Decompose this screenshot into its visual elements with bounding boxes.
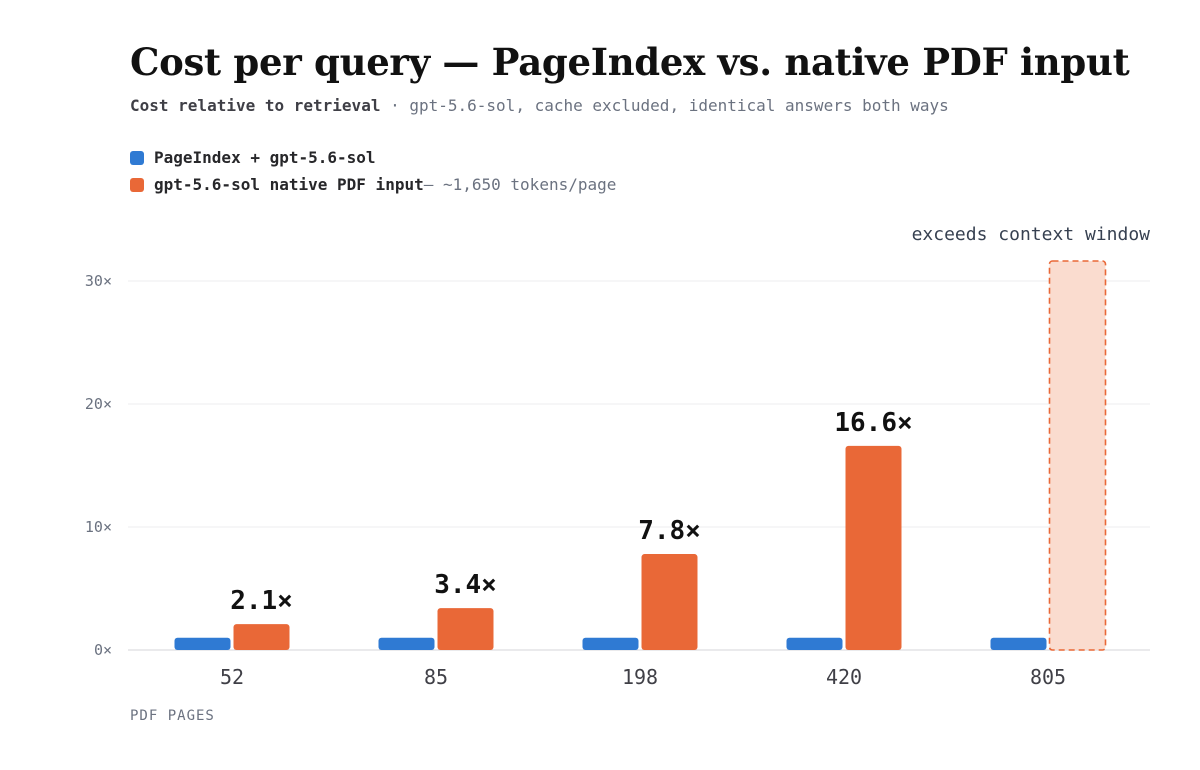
legend-note-native-pdf: — ~1,650 tokens/page: [423, 175, 617, 194]
y-tick-label-0: 0×: [94, 641, 112, 659]
legend-label-pageindex: PageIndex + gpt-5.6-sol: [154, 148, 376, 167]
x-axis-label: PDF PAGES: [130, 708, 215, 724]
subtitle-emphasis: Cost relative to retrieval: [130, 96, 381, 115]
data-label-198: 7.8×: [638, 516, 701, 546]
x-tick-label-420: 420: [826, 665, 862, 689]
y-tick-label-30: 30×: [85, 272, 112, 290]
chart-title: Cost per query — PageIndex vs. native PD…: [130, 40, 1130, 84]
bar-native-pdf-overflow-805: [1048, 260, 1107, 651]
chart-legend: PageIndex + gpt-5.6-sol gpt-5.6-sol nati…: [130, 144, 616, 198]
data-label-85: 3.4×: [434, 570, 497, 600]
x-tick-label-805: 805: [1030, 665, 1066, 689]
x-tick-label-85: 85: [424, 665, 448, 689]
bar-native-pdf-420: [845, 445, 902, 650]
legend-label-native-pdf: gpt-5.6-sol native PDF input: [154, 175, 424, 194]
bar-native-pdf-85: [437, 608, 494, 650]
bar-native-pdf-52: [233, 624, 290, 650]
bar-pageindex-198: [582, 637, 639, 650]
data-label-52: 2.1×: [230, 586, 293, 616]
y-tick-label-20: 20×: [85, 395, 112, 413]
legend-swatch-native-pdf: [130, 177, 144, 192]
bar-pageindex-52: [174, 637, 231, 650]
bar-pageindex-805: [990, 637, 1047, 650]
x-tick-label-52: 52: [220, 665, 244, 689]
overflow-annotation: exceeds context window: [912, 224, 1151, 245]
chart-subtitle: Cost relative to retrieval · gpt-5.6-sol…: [130, 96, 949, 115]
bar-native-pdf-198: [641, 554, 698, 650]
legend-item-pageindex: PageIndex + gpt-5.6-sol: [130, 144, 616, 171]
bar-pageindex-85: [378, 637, 435, 650]
legend-item-native-pdf: gpt-5.6-sol native PDF input — ~1,650 to…: [130, 171, 616, 198]
legend-swatch-pageindex: [130, 150, 144, 165]
y-tick-label-10: 10×: [85, 518, 112, 536]
bar-pageindex-420: [786, 637, 843, 650]
subtitle-details: · gpt-5.6-sol, cache excluded, identical…: [380, 96, 949, 115]
x-tick-label-198: 198: [622, 665, 658, 689]
data-label-420: 16.6×: [834, 408, 912, 438]
